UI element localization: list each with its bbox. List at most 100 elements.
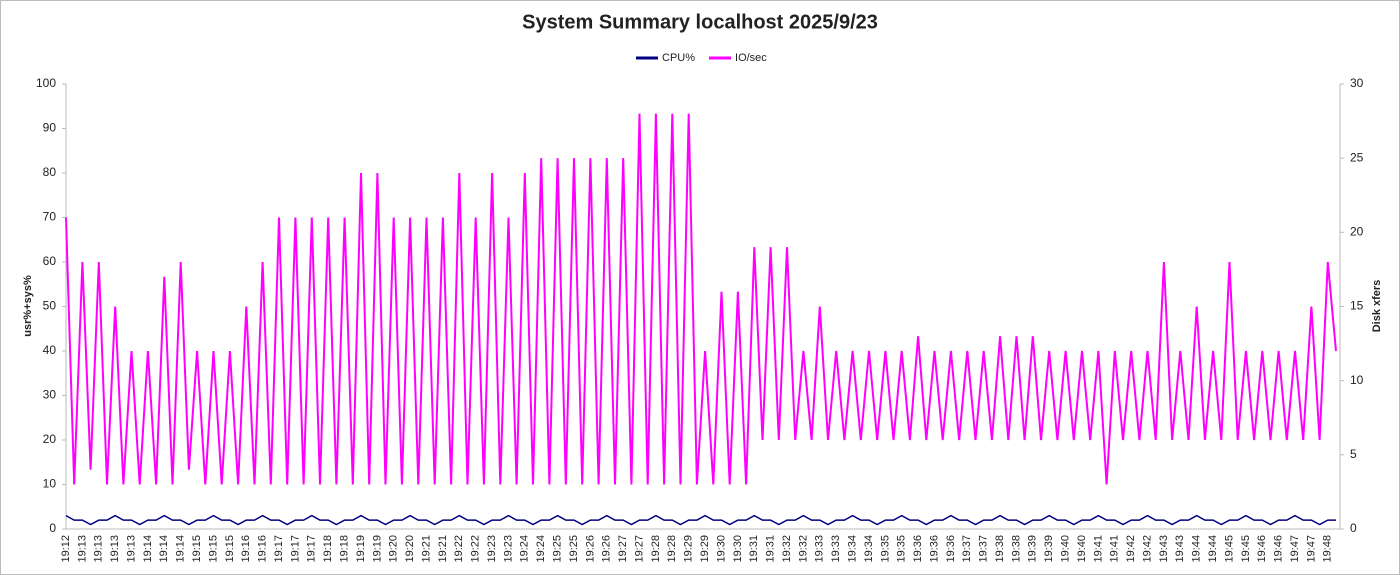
x-tick-label: 19:37: [961, 535, 973, 563]
x-tick-label: 19:13: [93, 535, 105, 563]
x-tick-label: 19:36: [928, 535, 940, 563]
x-tick-label: 19:17: [306, 535, 318, 563]
x-tick-label: 19:14: [158, 535, 170, 563]
x-tick-label: 19:28: [650, 535, 662, 563]
x-tick-label: 19:30: [732, 535, 744, 563]
x-tick-label: 19:46: [1273, 535, 1285, 563]
x-tick-label: 19:15: [224, 535, 236, 563]
x-tick-label: 19:44: [1207, 535, 1219, 563]
x-tick-label: 19:33: [830, 535, 842, 563]
x-tick-label: 19:27: [633, 535, 645, 563]
x-tick-label: 19:25: [552, 535, 564, 563]
x-tick-label: 19:35: [879, 535, 891, 563]
y-tick-label: 90: [43, 121, 57, 135]
x-tick-label: 19:45: [1223, 535, 1235, 563]
x-tick-label: 19:37: [978, 535, 990, 563]
x-tick-label: 19:48: [1322, 535, 1334, 563]
x-tick-label: 19:43: [1174, 535, 1186, 563]
x-tick-label: 19:42: [1125, 535, 1137, 563]
x-tick-label: 19:20: [404, 535, 416, 563]
x-tick-label: 19:15: [191, 535, 203, 563]
x-tick-label: 19:41: [1109, 535, 1121, 563]
x-tick-label: 19:30: [715, 535, 727, 563]
x-tick-label: 19:31: [765, 535, 777, 563]
x-tick-label: 19:28: [666, 535, 678, 563]
x-tick-label: 19:14: [175, 535, 187, 563]
x-tick-label: 19:45: [1240, 535, 1252, 563]
x-tick-label: 19:35: [896, 535, 908, 563]
x-tick-label: 19:17: [289, 535, 301, 563]
y2-tick-label: 5: [1350, 447, 1357, 461]
x-tick-label: 19:22: [453, 535, 465, 563]
series-line: [65, 113, 1337, 485]
x-tick-label: 19:31: [748, 535, 760, 563]
x-tick-label: 19:36: [945, 535, 957, 563]
x-tick-label: 19:36: [912, 535, 924, 563]
x-tick-label: 19:33: [814, 535, 826, 563]
x-tick-label: 19:29: [699, 535, 711, 563]
x-tick-label: 19:24: [535, 535, 547, 563]
x-tick-label: 19:34: [863, 535, 875, 563]
y2-tick-label: 30: [1350, 76, 1364, 90]
x-tick-label: 19:38: [1010, 535, 1022, 563]
x-tick-label: 19:26: [584, 535, 596, 563]
x-tick-label: 19:18: [338, 535, 350, 563]
y-tick-label: 50: [43, 299, 57, 313]
x-tick-label: 19:18: [322, 535, 334, 563]
x-tick-label: 19:41: [1092, 535, 1104, 563]
x-tick-label: 19:23: [502, 535, 514, 563]
x-tick-label: 19:19: [355, 535, 367, 563]
y-tick-label: 30: [43, 388, 57, 402]
x-tick-label: 19:16: [257, 535, 269, 563]
x-tick-label: 19:38: [994, 535, 1006, 563]
x-tick-label: 19:43: [1158, 535, 1170, 563]
y-tick-label: 60: [43, 254, 57, 268]
x-tick-label: 19:32: [797, 535, 809, 563]
x-tick-label: 19:47: [1305, 535, 1317, 563]
y2-tick-label: 20: [1350, 225, 1364, 239]
x-tick-label: 19:27: [617, 535, 629, 563]
x-tick-label: 19:20: [388, 535, 400, 563]
y-tick-label: 10: [43, 477, 57, 491]
y2-tick-label: 0: [1350, 521, 1357, 535]
x-tick-label: 19:21: [437, 535, 449, 563]
x-tick-label: 19:32: [781, 535, 793, 563]
series-line: [65, 514, 1336, 526]
x-tick-label: 19:25: [568, 535, 580, 563]
y2-tick-label: 10: [1350, 373, 1364, 387]
x-tick-label: 19:19: [371, 535, 383, 563]
x-tick-label: 19:14: [142, 535, 154, 563]
y2-tick-label: 25: [1350, 150, 1364, 164]
x-tick-label: 19:40: [1060, 535, 1072, 563]
x-tick-label: 19:40: [1076, 535, 1088, 563]
x-tick-label: 19:23: [486, 535, 498, 563]
y-tick-label: 40: [43, 343, 57, 357]
x-tick-label: 19:26: [601, 535, 613, 563]
x-tick-label: 19:22: [470, 535, 482, 563]
x-tick-label: 19:13: [125, 535, 137, 563]
y2-axis-title: Disk xfers: [1371, 280, 1383, 333]
legend-label: CPU%: [662, 52, 695, 64]
x-tick-label: 19:39: [1027, 535, 1039, 563]
x-tick-label: 19:16: [240, 535, 252, 563]
x-tick-label: 19:47: [1289, 535, 1301, 563]
y-tick-label: 80: [43, 165, 57, 179]
y-tick-label: 70: [43, 210, 57, 224]
x-tick-label: 19:12: [60, 535, 72, 563]
chart-title: System Summary localhost 2025/9/23: [522, 11, 878, 33]
x-tick-label: 19:46: [1256, 535, 1268, 563]
x-tick-label: 19:44: [1191, 535, 1203, 563]
y2-tick-label: 15: [1350, 299, 1364, 313]
y-axis-title: usr%+sys%: [22, 275, 34, 337]
x-tick-label: 19:34: [846, 535, 858, 563]
x-tick-label: 19:13: [109, 535, 121, 563]
x-tick-label: 19:24: [519, 535, 531, 563]
x-tick-label: 19:13: [76, 535, 88, 563]
x-tick-label: 19:29: [683, 535, 695, 563]
y-tick-label: 20: [43, 432, 57, 446]
x-tick-label: 19:17: [273, 535, 285, 563]
legend-label: IO/sec: [735, 52, 767, 64]
